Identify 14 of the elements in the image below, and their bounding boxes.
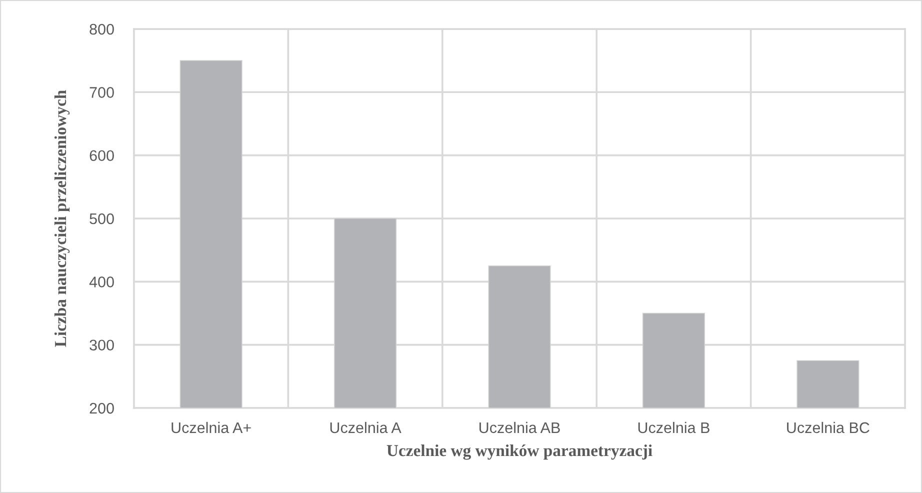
y-tick-label: 400 <box>89 276 114 288</box>
x-tick-label: Uczelnia A+ <box>172 422 251 434</box>
x-axis-title: Uczelnie wg wyników parametryzacji <box>386 444 652 460</box>
y-tick-label: 200 <box>90 402 114 414</box>
x-tick-label: Uczelnia BC <box>787 422 870 434</box>
y-tick-label: 300 <box>90 340 114 351</box>
y-axis-title: Liczba nauczycieli przeliczeniowych <box>54 90 70 347</box>
y-tick-label: 700 <box>90 87 114 98</box>
x-tick-label: Uczelnia A <box>330 422 402 434</box>
x-tick-label: Uczelnia B <box>638 422 710 434</box>
y-tick-label: 500 <box>90 213 114 224</box>
x-tick-label: Uczelnia AB <box>479 422 560 434</box>
y-tick-label: 600 <box>90 150 114 162</box>
y-tick-label: 800 <box>90 24 114 35</box>
